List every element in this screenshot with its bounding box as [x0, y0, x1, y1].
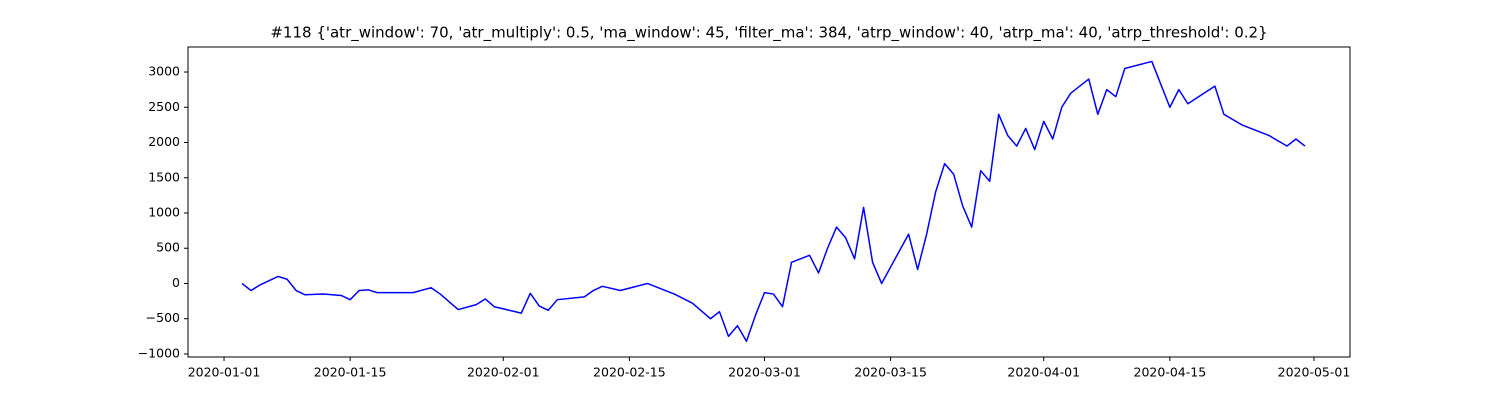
y-tick-label: −1000 — [138, 345, 180, 360]
y-tick-label: 3000 — [148, 64, 180, 79]
y-tick-label: 1000 — [148, 204, 180, 219]
y-tick-label: 0 — [172, 275, 180, 290]
y-tick-label: −500 — [146, 310, 180, 325]
x-tick-label: 2020-02-15 — [593, 365, 666, 380]
x-tick-label: 2020-04-15 — [1134, 365, 1207, 380]
x-tick-label: 2020-03-01 — [728, 365, 801, 380]
y-tick-label: 1500 — [148, 169, 180, 184]
x-tick-label: 2020-01-01 — [188, 365, 261, 380]
x-tick-label: 2020-02-01 — [467, 365, 540, 380]
x-tick-label: 2020-04-01 — [1007, 365, 1080, 380]
x-tick-label: 2020-01-15 — [314, 365, 387, 380]
chart-title: #118 {'atr_window': 70, 'atr_multiply': … — [270, 24, 1267, 43]
y-tick-label: 2500 — [148, 99, 180, 114]
line — [241, 60, 1306, 343]
x-tick-label: 2020-03-15 — [854, 365, 927, 380]
y-tick-label: 2000 — [148, 134, 180, 149]
x-tick-label: 2020-05-01 — [1278, 365, 1351, 380]
y-tick-label: 500 — [156, 240, 180, 255]
plot-frame — [187, 46, 1351, 358]
